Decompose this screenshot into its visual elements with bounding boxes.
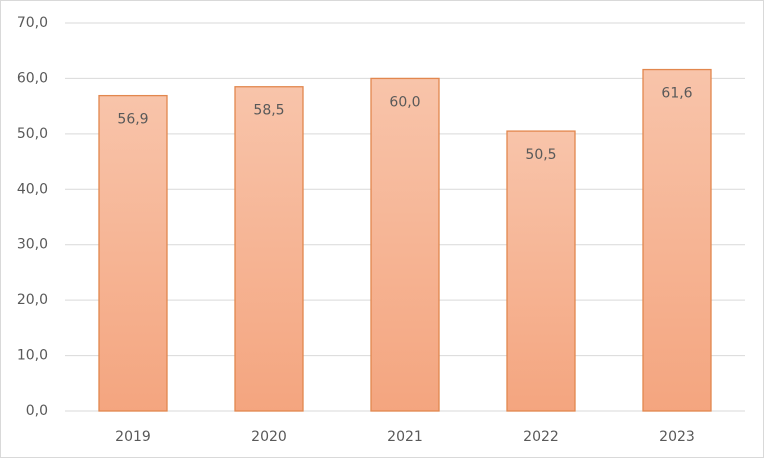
x-tick-label: 2021 (387, 429, 423, 445)
y-tick-label: 50,0 (17, 126, 48, 142)
bar (642, 68, 712, 412)
bar (370, 77, 440, 412)
x-tick-label: 2023 (659, 429, 695, 445)
data-label: 50,5 (525, 147, 556, 163)
data-label: 56,9 (117, 112, 148, 128)
bar (234, 86, 304, 412)
y-tick-label: 60,0 (17, 70, 48, 86)
data-label: 58,5 (253, 103, 284, 119)
bar (506, 130, 576, 412)
x-tick-label: 2019 (115, 429, 151, 445)
data-label: 61,6 (661, 86, 692, 102)
bar (98, 94, 168, 412)
x-tick-label: 2022 (523, 429, 559, 445)
y-tick-label: 40,0 (17, 181, 48, 197)
x-tick-label: 2020 (251, 429, 287, 445)
y-tick-label: 70,0 (17, 15, 48, 31)
y-tick-label: 30,0 (17, 237, 48, 253)
y-tick-label: 20,0 (17, 292, 48, 308)
data-label: 60,0 (389, 94, 420, 110)
y-tick-label: 10,0 (17, 348, 48, 364)
y-tick-label: 0,0 (26, 403, 48, 419)
